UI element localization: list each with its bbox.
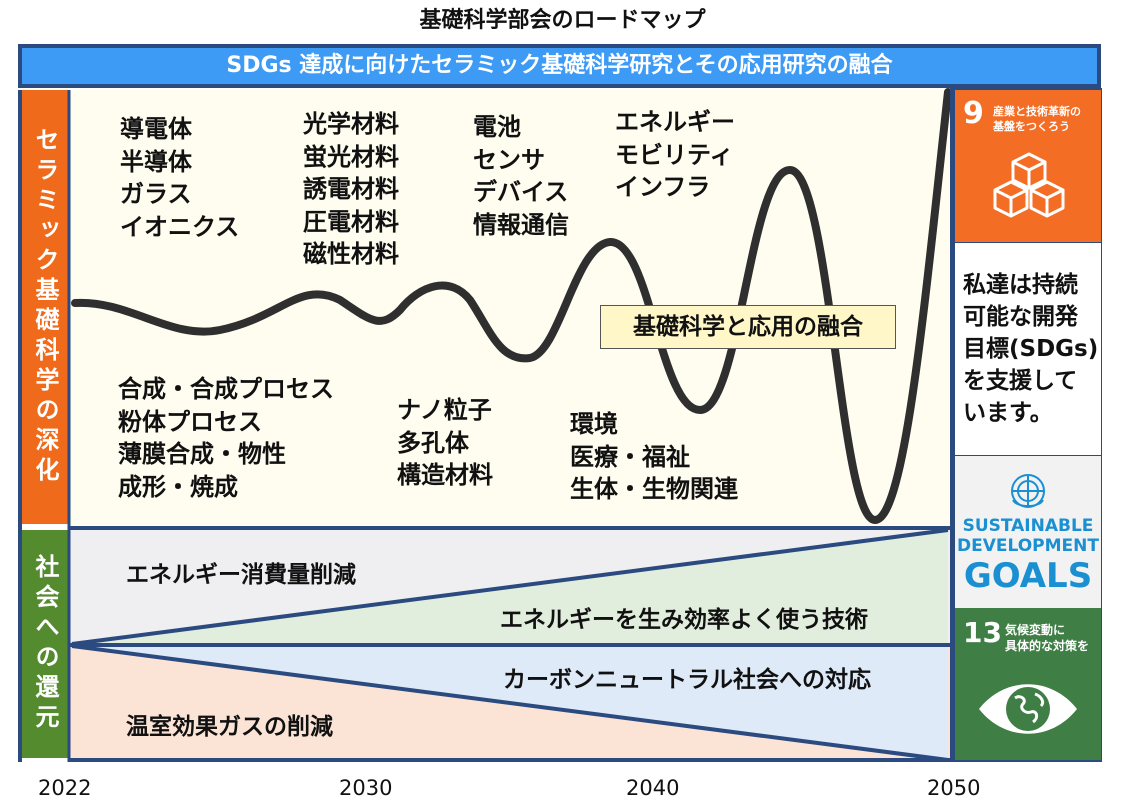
group-optical: 光学材料 蛍光材料 誘電材料 圧電材料 磁性材料 [303,110,399,268]
un-emblem-icon [1011,474,1045,508]
wedge-energy-reduction: エネルギー消費量削減 [126,562,356,588]
group-nano: ナノ粒子 多孔体 構造材料 [397,396,493,489]
goals-text-line2: DEVELOPMENT [957,536,1099,556]
year-2050: 2050 [927,776,981,800]
group-devices: 電池 センサ デバイス 情報通信 [473,113,569,239]
goals-text-line1: SUSTAINABLE [962,516,1094,536]
group-energy: エネルギー モビリティ インフラ [615,108,735,201]
sdgs-support-message: 私達は持続 可能な開発 目標(SDGs) を支援して います。 [955,243,1101,455]
wedge-ghg-reduction: 温室効果ガスの削減 [126,714,333,740]
sdg9-label: 産業と技術革新の 基盤をつくろう [993,105,1081,133]
group-environment: 環境 医療・福祉 生体・生物関連 [570,410,738,503]
sdg13-label: 気候変動に 具体的な対策を [1005,623,1090,653]
year-2022: 2022 [38,776,92,800]
label-basic-science: セラミック基礎科学の深化 [22,90,68,524]
goals-text-line3: GOALS [963,556,1093,596]
sdg-goals-logo: SUSTAINABLE DEVELOPMENT GOALS [955,456,1101,608]
sdg9-number: 9 [963,96,984,131]
sdgs-banner: SDGs 達成に向けたセラミック基礎科学研究とその応用研究の融合 [18,44,1101,88]
group-conductors: 導電体 半導体 ガラス イオニクス [120,115,240,241]
year-2040: 2040 [626,776,680,800]
sdg13-panel: 13 気候変動に 具体的な対策を [955,608,1101,760]
cubes-icon [993,152,1065,218]
eye-globe-icon [979,684,1077,734]
label-social-return: 社会への還元 [22,530,68,758]
group-synthesis: 合成・合成プロセス 粉体プロセス 薄膜合成・物性 成形・焼成 [118,375,334,501]
wedge-energy-tech: エネルギーを生み効率よく使う技術 [500,607,868,633]
year-2030: 2030 [339,776,393,800]
wedge-carbon-neutral: カーボンニュートラル社会への対応 [503,667,871,693]
page-title: 基礎科学部会のロードマップ [419,8,706,33]
sdg13-number: 13 [963,616,1002,649]
fusion-label: 基礎科学と応用の融合 [600,305,896,349]
sdg9-panel: 9 産業と技術革新の 基盤をつくろう [955,90,1101,242]
